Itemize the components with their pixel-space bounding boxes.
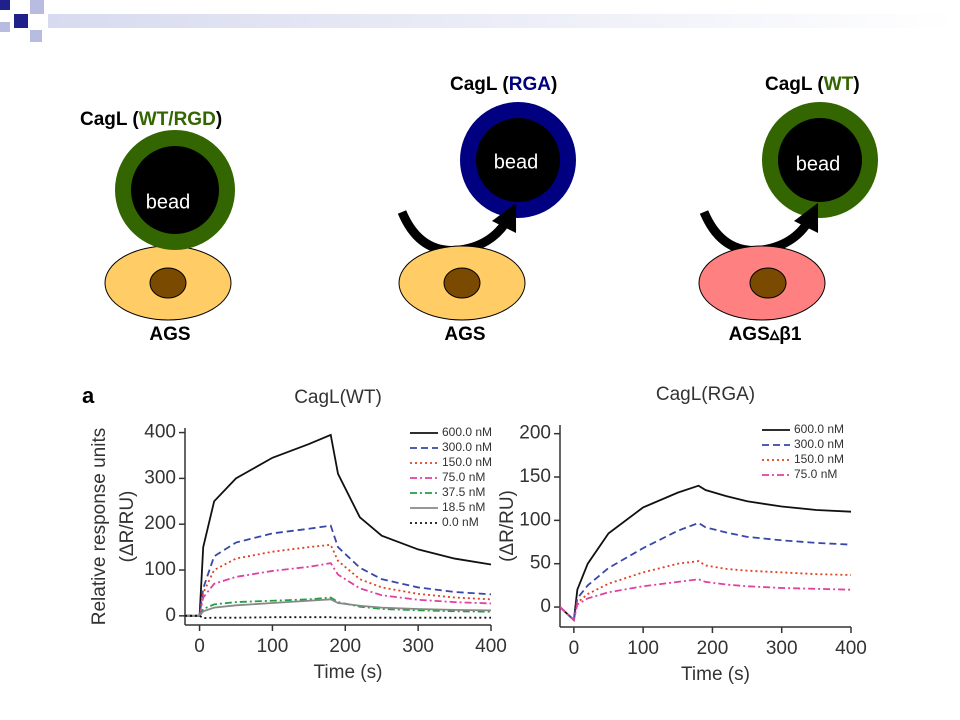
series-line — [185, 543, 492, 617]
x-tick-label: 100 — [257, 636, 289, 657]
legend-label: 75.0 nM — [442, 470, 485, 484]
y-axis-label: (ΔR/RU) — [117, 491, 138, 563]
panel-title: CagL (WT) — [765, 74, 860, 95]
y-tick-label: 100 — [144, 559, 176, 580]
panel-title: CagL (WT/RGD) — [80, 109, 222, 130]
y-tick-label: 300 — [144, 467, 176, 488]
nucleus — [149, 267, 187, 299]
arrow — [699, 202, 819, 256]
bead-label: bead — [494, 151, 539, 173]
panel-label: a — [82, 383, 95, 408]
y-tick-label: 200 — [519, 423, 551, 444]
nucleus — [443, 267, 481, 299]
series-line — [185, 596, 492, 617]
series-line — [185, 524, 492, 617]
series-line — [185, 433, 492, 617]
cell-label: AGS▵β1 — [729, 324, 802, 345]
series-line — [559, 484, 852, 622]
series-line — [185, 598, 492, 617]
y-tick-label: 200 — [144, 513, 176, 534]
chart-title: CagL(WT) — [294, 387, 382, 408]
x-tick-label: 0 — [569, 638, 580, 659]
series-line — [559, 560, 852, 622]
bead-label: bead — [146, 191, 191, 213]
nucleus — [749, 267, 787, 299]
legend-label: 37.5 nM — [442, 485, 485, 499]
bead-circle — [762, 102, 878, 218]
y-tick-label: 150 — [519, 466, 551, 487]
x-tick-label: 200 — [697, 638, 729, 659]
series-line — [559, 521, 852, 622]
legend-label: 150.0 nM — [794, 452, 844, 466]
legend-label: 75.0 nM — [794, 467, 837, 481]
legend-label: 300.0 nM — [442, 440, 492, 454]
legend-label: 300.0 nM — [794, 437, 844, 451]
legend-label: 18.5 nM — [442, 500, 485, 514]
corner-decoration — [0, 0, 958, 42]
x-tick-label: 100 — [627, 638, 659, 659]
bead-label: bead — [796, 153, 841, 175]
legend-label: 600.0 nM — [794, 422, 844, 436]
y-tick-label: 400 — [144, 422, 176, 443]
y-tick-label: 100 — [519, 509, 551, 530]
bead-circle — [115, 130, 235, 250]
x-axis-label: Time (s) — [314, 662, 383, 683]
x-tick-label: 300 — [766, 638, 798, 659]
legend-label: 600.0 nM — [442, 425, 492, 439]
y-tick-label: 50 — [530, 553, 551, 574]
y-tick-label: 0 — [165, 605, 176, 626]
arrow — [397, 202, 517, 256]
x-tick-label: 400 — [475, 636, 507, 657]
legend-label: 150.0 nM — [442, 455, 492, 469]
series-line — [185, 562, 492, 617]
x-tick-label: 0 — [194, 636, 205, 657]
legend-label: 0.0 nM — [442, 515, 479, 529]
x-tick-label: 300 — [402, 636, 434, 657]
x-axis-label: Time (s) — [681, 664, 750, 685]
y-axis-label: (ΔR/RU) — [497, 490, 518, 562]
x-tick-label: 200 — [329, 636, 361, 657]
cell-label: AGS — [149, 324, 190, 345]
x-tick-label: 400 — [835, 638, 867, 659]
chart-title: CagL(RGA) — [656, 384, 755, 405]
y-axis-label: Relative response units — [89, 428, 110, 626]
y-tick-label: 0 — [540, 596, 551, 617]
series-line — [559, 578, 852, 622]
series-line — [185, 614, 491, 620]
cell-label: AGS — [444, 324, 485, 345]
bead-circle — [460, 102, 576, 218]
panel-title: CagL (RGA) — [450, 74, 557, 95]
